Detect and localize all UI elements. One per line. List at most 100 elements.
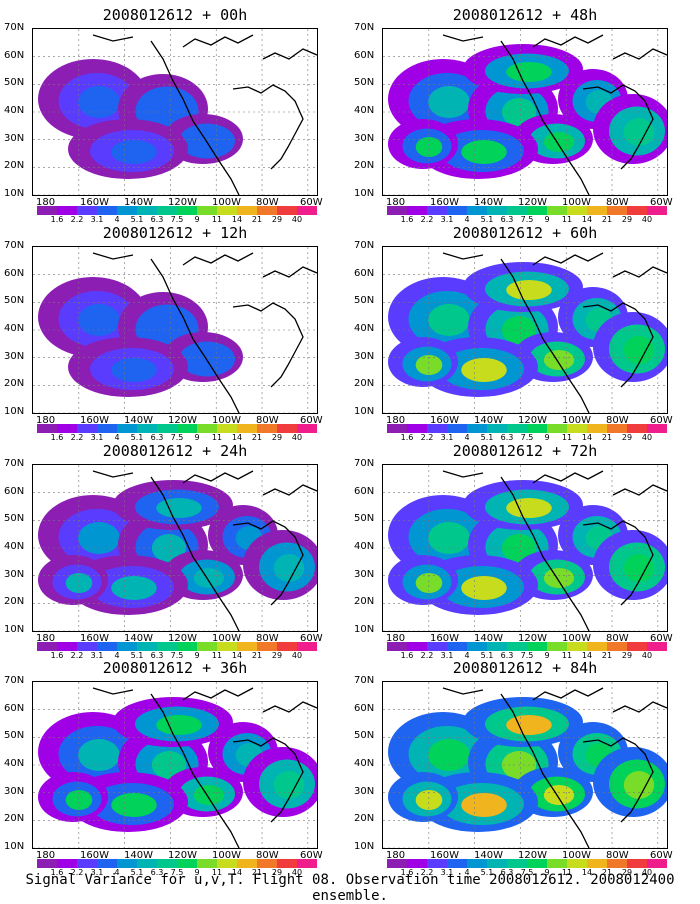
colorbar-tick-label: 21 xyxy=(251,651,263,660)
colorbar-swatch xyxy=(197,642,217,651)
lat-tick-label: 60N xyxy=(4,49,25,61)
figure-caption: Signal Variance for u,v,T. Flight 08. Ob… xyxy=(25,872,675,904)
variance-contour xyxy=(78,739,120,771)
colorbar-swatch xyxy=(257,424,277,433)
colorbar-swatch xyxy=(527,642,547,651)
lat-tick-label: 40N xyxy=(354,105,375,116)
colorbar-swatch xyxy=(297,424,317,433)
colorbar-swatch xyxy=(507,859,527,868)
lon-tick-label: 80W xyxy=(256,415,279,426)
lat-tick-label: 30N xyxy=(354,785,375,797)
lon-tick-label: 180 xyxy=(36,633,56,644)
coastline xyxy=(442,470,667,631)
colorbar-swatch xyxy=(627,642,647,651)
colorbar-swatch xyxy=(607,424,627,433)
lon-tick-label: 100W xyxy=(562,197,591,208)
colorbar-swatch xyxy=(177,206,197,215)
lon-tick-label: 120W xyxy=(518,415,547,426)
variance-contour xyxy=(623,771,655,799)
colorbar-tick-label: 29 xyxy=(621,215,633,224)
colorbar-tick-label: 14 xyxy=(581,651,593,660)
colorbar xyxy=(387,424,667,433)
colorbar xyxy=(387,859,667,868)
lon-tick-label: 140W xyxy=(474,633,503,644)
lon-tick-label: 140W xyxy=(124,850,153,861)
colorbar-tick-label: 5.1 xyxy=(480,433,494,442)
coastline xyxy=(92,687,317,848)
colorbar-tick-label: 11 xyxy=(211,433,223,442)
lat-tick-label: 60N xyxy=(4,267,25,279)
lon-tick-label: 180 xyxy=(386,415,406,426)
variance-map xyxy=(382,681,668,849)
variance-map xyxy=(32,464,318,632)
colorbar-tick-label: 4 xyxy=(464,433,470,442)
colorbar-swatch xyxy=(57,424,77,433)
colorbar-swatch xyxy=(117,206,137,215)
colorbar-tick-label: 3.1 xyxy=(90,433,104,442)
variance-map xyxy=(32,681,318,849)
colorbar-tick-label: 2.2 xyxy=(420,651,434,660)
lat-tick-label: 40N xyxy=(354,541,375,552)
lat-tick-label: 20N xyxy=(4,160,25,172)
colorbar-swatch xyxy=(197,206,217,215)
colorbar-tick-label: 2.2 xyxy=(420,433,434,442)
colorbar-swatch xyxy=(277,424,297,433)
colorbar-tick-label: 11 xyxy=(561,868,573,877)
colorbar-tick-label: 6.3 xyxy=(150,215,164,224)
panel-title: 2008012612 + 84h xyxy=(452,659,598,677)
colorbar-swatch xyxy=(467,642,487,651)
map-panel: 2008012612 + 36h 70N 60N 50N 40N 30N 20N 10N 180… xyxy=(0,659,350,877)
colorbar-swatch xyxy=(447,859,467,868)
map-panel: 2008012612 + 12h 70N 60N 50N 40N 30N 20N 10N 180… xyxy=(0,224,350,442)
colorbar-swatch xyxy=(37,642,57,651)
lon-tick-label: 60W xyxy=(650,633,673,644)
lon-tick-label: 160W xyxy=(80,197,109,208)
colorbar-swatch xyxy=(387,859,407,868)
variance-contour xyxy=(623,118,655,146)
colorbar-swatch xyxy=(487,424,507,433)
lat-tick-label: 70N xyxy=(354,240,375,251)
colorbar-tick-label: 6.3 xyxy=(500,215,514,224)
colorbar-tick-label: 6.3 xyxy=(500,868,514,877)
colorbar-tick-label: 2.2 xyxy=(70,868,84,877)
lon-tick-label: 160W xyxy=(80,415,109,426)
lon-tick-label: 140W xyxy=(474,197,503,208)
lon-tick-label: 60W xyxy=(300,197,323,208)
colorbar-tick-label: 6.3 xyxy=(150,651,164,660)
colorbar-tick-label: 11 xyxy=(211,651,223,660)
colorbar-swatch xyxy=(217,859,237,868)
variance-contour xyxy=(506,715,552,735)
map-panel: 2008012612 + 00h 70N 60N 50N 40N 30N 20N 10N 180… xyxy=(0,6,350,224)
lon-tick-label: 140W xyxy=(474,415,503,426)
colorbar-swatch xyxy=(57,206,77,215)
colorbar-swatch xyxy=(217,206,237,215)
colorbar-swatch xyxy=(487,642,507,651)
colorbar-swatch xyxy=(387,424,407,433)
variance-contour xyxy=(65,573,93,593)
variance-contour xyxy=(543,132,575,152)
variance-contour xyxy=(193,350,225,370)
lon-tick-label: 80W xyxy=(606,197,629,208)
colorbar-tick-label: 4 xyxy=(114,215,120,224)
lat-tick-label: 30N xyxy=(4,785,25,797)
colorbar-swatch xyxy=(137,206,157,215)
lon-tick-label: 180 xyxy=(36,197,56,208)
panel-title: 2008012612 + 36h xyxy=(102,659,248,677)
colorbar-tick-label: 6.3 xyxy=(500,433,514,442)
coastline xyxy=(442,34,667,195)
colorbar-swatch xyxy=(57,642,77,651)
colorbar xyxy=(37,206,317,215)
lon-tick-label: 100W xyxy=(562,633,591,644)
colorbar-tick-label: 5.1 xyxy=(480,868,494,877)
colorbar-swatch xyxy=(77,859,97,868)
lon-tick-label: 160W xyxy=(80,850,109,861)
variance-contour xyxy=(428,304,470,336)
lon-tick-label: 100W xyxy=(212,415,241,426)
colorbar-swatch xyxy=(217,424,237,433)
variance-contour xyxy=(156,715,202,735)
colorbar-tick-label: 14 xyxy=(231,433,243,442)
colorbar-tick-label: 6.3 xyxy=(150,433,164,442)
colorbar-tick-label: 29 xyxy=(621,651,633,660)
colorbar-swatch xyxy=(447,206,467,215)
coastline xyxy=(92,34,317,195)
